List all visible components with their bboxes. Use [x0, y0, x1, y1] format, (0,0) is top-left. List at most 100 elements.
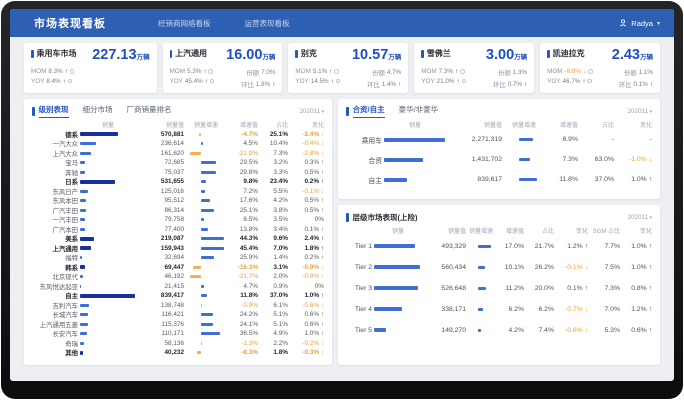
metric-value: 45.4%	[184, 77, 203, 85]
change-value: -2.4% ↓	[302, 130, 324, 138]
metric-value: 5.1%	[312, 68, 328, 76]
metric-label: YOY	[295, 77, 309, 85]
change-value: -0.9% ↓	[302, 273, 324, 281]
panel-tab[interactable]: 厂商销量排名	[126, 105, 172, 115]
share-value: 1.8%	[273, 349, 288, 357]
trend-arrow-icon: ↑	[456, 77, 460, 85]
sales-bar	[80, 170, 136, 174]
share-value: 7.4%	[538, 326, 555, 334]
sgm-change-value: 0.8% ↑	[631, 284, 652, 292]
growth-value: -21.9%	[237, 149, 258, 157]
column-header: 变化	[639, 228, 652, 235]
info-icon	[209, 78, 215, 84]
column-header: 增速值	[559, 122, 578, 129]
row-label: 奔驰	[65, 169, 78, 177]
sgm-change-value: 1.0% ↑	[631, 242, 652, 250]
table-row: 宝马 72,685 29.5% 3.2% 0.3% ↑	[32, 158, 324, 168]
sales-bar	[374, 286, 422, 291]
sales-value: 21,415	[164, 282, 184, 290]
growth-value: 11.2%	[505, 284, 524, 292]
share-value: 0.9%	[273, 282, 288, 290]
change-value: 0.5% ↑	[304, 206, 324, 214]
change-value: -0.7% ↓	[564, 305, 588, 313]
growth-bar	[468, 328, 494, 332]
sales-value: 32,694	[164, 254, 184, 262]
table-row: 上汽大众 161,620 -21.9% 7.3% -2.8% ↓	[32, 149, 324, 159]
share-value: 37.0%	[594, 176, 614, 184]
sales-value: 839,617	[477, 176, 502, 184]
table-row: 东风日产 125,016 7.2% 5.5% -0.1% ↓	[32, 187, 324, 197]
row-label: 自主	[65, 293, 78, 301]
metric-value: 7.3%	[438, 68, 454, 76]
sales-value: 526,648	[441, 284, 466, 292]
table-row: Tier 3 526,648 11.2% 20.0% 0.1% ↑ 7.3% 0.8% ↑	[346, 278, 652, 299]
sales-bar	[80, 322, 136, 326]
metric-label: 环比	[367, 81, 380, 89]
kpi-metric: MOM 8.3% ↑	[31, 68, 75, 75]
row-label: Tier 1	[354, 242, 372, 250]
panel-tab[interactable]: 细分市场	[82, 105, 113, 115]
row-label: 日系	[65, 179, 78, 187]
panel-tab[interactable]: 合资/自主	[352, 104, 385, 119]
share-value: 37.0%	[269, 292, 288, 300]
sgm-share-value: 5.3%	[604, 326, 621, 334]
column-header: 销量值	[447, 228, 466, 235]
growth-value: 36.5%	[239, 330, 258, 338]
share-value: 9.6%	[273, 235, 288, 243]
sales-bar	[384, 157, 446, 162]
change-value: -2.8% ↓	[302, 149, 324, 157]
panel-tab[interactable]: 豪华/非豪华	[398, 105, 439, 115]
kpi-row: 乘用车市场 227.13万辆 MOM 8.3% ↑ YOY 8.4% ↑ 上汽通用 16.00万辆…	[24, 43, 660, 93]
nav-item[interactable]: 运营表现看板	[244, 18, 290, 28]
growth-value: -16.3%	[237, 263, 258, 271]
table-row: 美系 219,087 44.3% 9.6% 2.4% ↑	[32, 234, 324, 244]
metric-value: 21.0%	[436, 77, 455, 85]
row-label: 广汽本田	[52, 226, 78, 234]
change-value: 1.0% ↑	[304, 330, 324, 338]
sales-value: 1,431,702	[471, 156, 502, 164]
kpi-name: 上汽通用	[169, 48, 207, 59]
kpi-label: 乘用车市场	[36, 49, 77, 58]
change-value: 0.1% ↑	[304, 225, 324, 233]
metric-label: YOY	[547, 77, 561, 85]
row-label: 长安汽车	[52, 331, 78, 339]
growth-bar	[186, 351, 226, 355]
nav-item[interactable]: 经销商网络看板	[158, 18, 211, 28]
table-row: 一汽丰田 79,758 6.5% 3.5% 0%	[32, 215, 324, 225]
kpi-metric: YOY 45.4% ↑	[170, 78, 215, 85]
change-value: 0.3% ↑	[304, 159, 324, 167]
sales-value: 149,270	[441, 326, 466, 334]
date-filter[interactable]: 202011	[300, 108, 324, 115]
date-filter[interactable]: 202011	[628, 108, 652, 115]
row-label: 合资	[368, 157, 382, 165]
share-value: 3.1%	[273, 263, 288, 271]
sales-bar	[80, 142, 136, 146]
kpi-value: 16.00万辆	[226, 47, 276, 63]
kpi-card: 乘用车市场 227.13万辆 MOM 8.3% ↑ YOY 8.4% ↑	[24, 43, 157, 93]
kpi-side-metric: 环比 0.7% ↑	[493, 80, 527, 89]
sales-value: 161,620	[160, 149, 184, 157]
growth-value: -8.3%	[241, 349, 258, 357]
kpi-side-metric: 环比 0.1% ↑	[619, 80, 653, 89]
row-label: 奇瑞	[65, 340, 78, 348]
growth-bar	[468, 244, 494, 248]
sales-bar	[80, 246, 136, 251]
panel-tab[interactable]: 级别表现	[38, 104, 69, 119]
sales-value: 95,512	[164, 197, 184, 205]
metric-label: 环比	[618, 81, 632, 89]
user-menu[interactable]: Radya ▾	[619, 19, 660, 28]
info-icon	[208, 69, 213, 74]
sales-value: 531,655	[160, 178, 184, 186]
row-label: 东风本田	[52, 198, 78, 206]
sales-value: 110,171	[161, 330, 184, 338]
share-value: 6.2%	[538, 305, 555, 313]
sales-value: 493,329	[441, 242, 466, 250]
kpi-card: 别克 10.57万辆 MOM 5.1% ↑ YOY 14.5% ↑ 份额 4.7% 环比 1.4% ↑	[288, 43, 409, 93]
row-label: 韩系	[65, 264, 78, 272]
date-filter[interactable]: 202011	[628, 214, 652, 221]
share-value: 21.7%	[534, 242, 554, 250]
growth-value: 6.5%	[243, 216, 258, 224]
metric-label: 份额	[246, 70, 260, 78]
row-label: Tier 3	[354, 284, 372, 292]
row-label: 上汽大众	[52, 150, 78, 158]
